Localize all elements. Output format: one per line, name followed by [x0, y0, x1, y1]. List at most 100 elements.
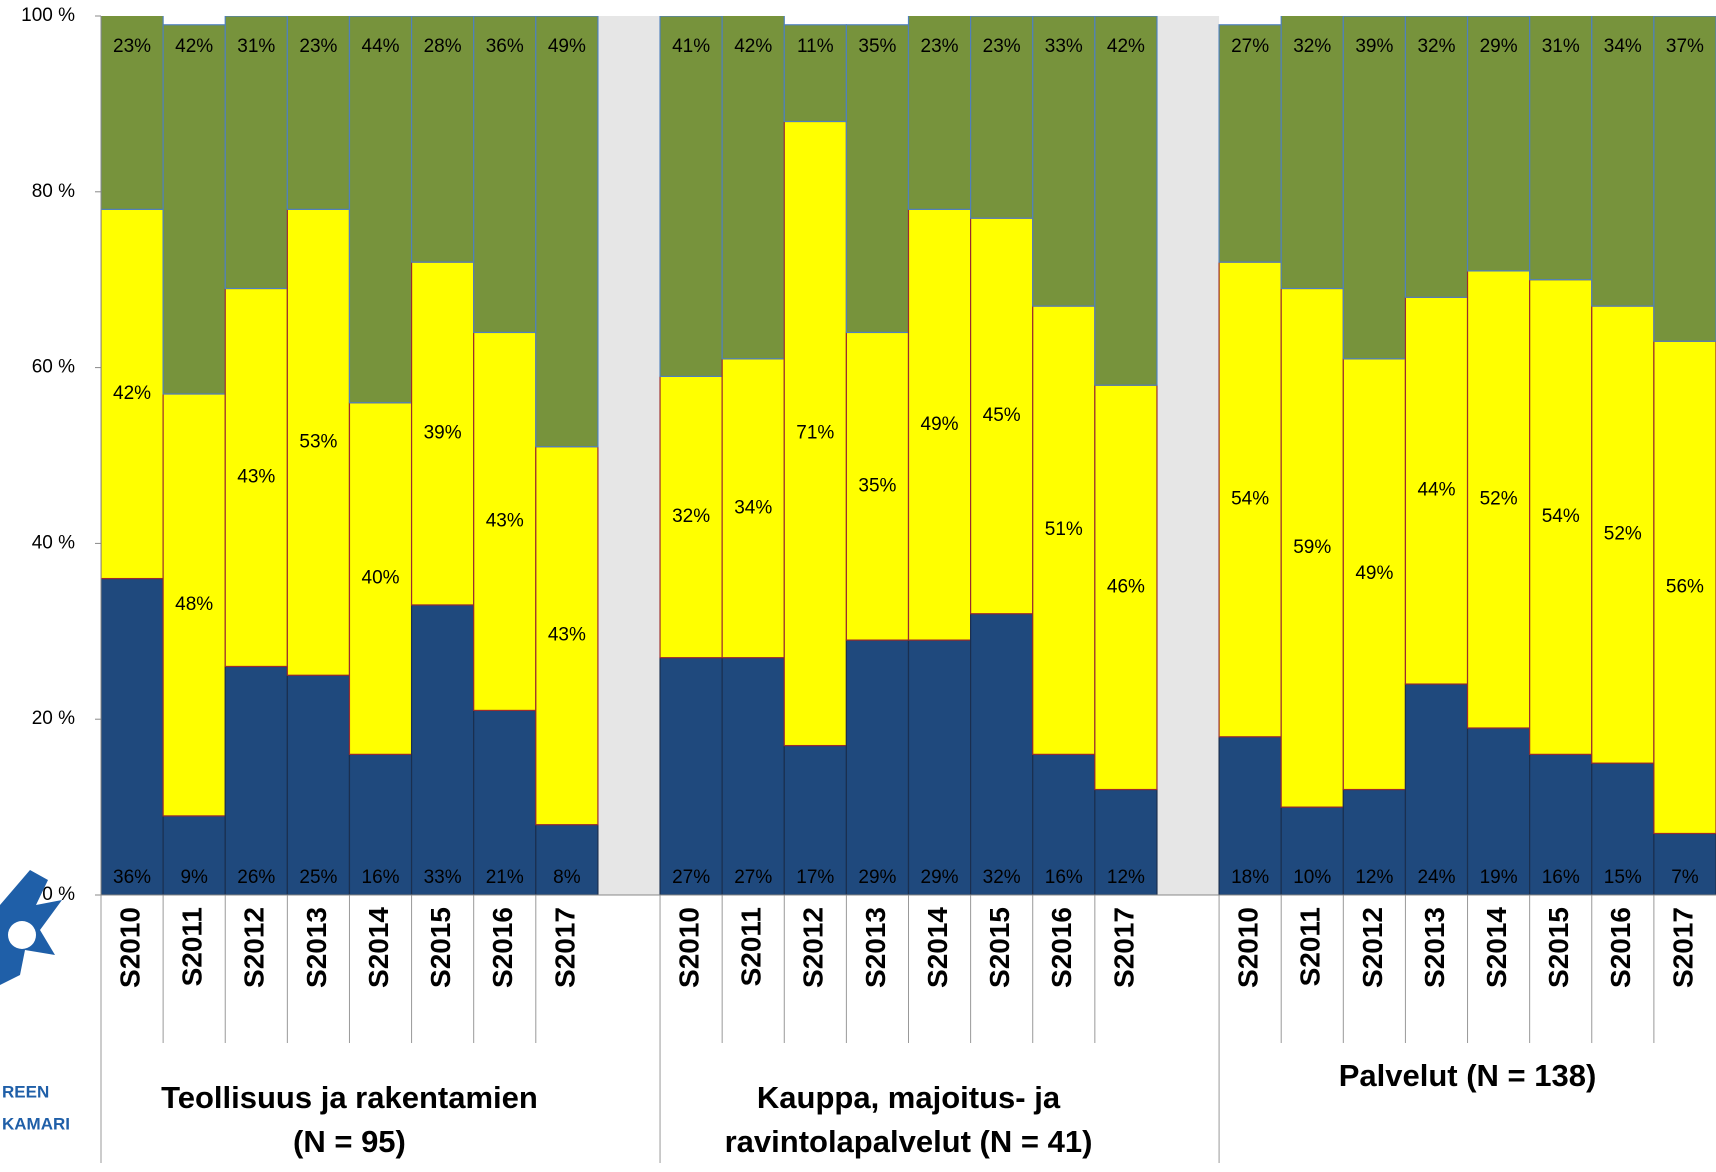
- value-label: 28%: [424, 36, 462, 57]
- y-tick-label: 20 %: [32, 708, 75, 729]
- value-label: 40%: [362, 568, 400, 589]
- x-tick-label: S2014: [363, 907, 394, 988]
- value-label: 11%: [797, 36, 834, 57]
- value-label: 41%: [672, 36, 710, 57]
- value-label: 18%: [1231, 867, 1269, 888]
- value-label: 33%: [424, 867, 462, 888]
- bar-segment: [1466, 270, 1531, 729]
- value-label: 43%: [486, 510, 524, 531]
- bar-segment: [348, 16, 413, 404]
- value-label: 9%: [180, 867, 208, 888]
- bar-segment: [1218, 24, 1282, 263]
- bar-segment: [659, 657, 723, 895]
- value-label: 32%: [672, 506, 710, 527]
- value-label: 49%: [1355, 563, 1393, 584]
- value-label: 15%: [1604, 867, 1642, 888]
- bar-segment: [1218, 736, 1282, 895]
- bar-segment: [162, 393, 226, 817]
- value-label: 35%: [858, 36, 896, 57]
- bar-segment: [1032, 16, 1096, 307]
- value-label: 32%: [1293, 36, 1331, 57]
- value-label: 36%: [486, 36, 524, 57]
- bar-segment: [162, 24, 226, 395]
- x-tick-label: S2010: [1233, 907, 1264, 988]
- bar-segment: [845, 639, 910, 895]
- value-label: 43%: [237, 466, 275, 487]
- bar-segment: [101, 577, 164, 895]
- value-label: 42%: [1107, 36, 1145, 57]
- bar-segment: [286, 674, 351, 895]
- bar-segment: [1653, 16, 1716, 342]
- group-label: (N = 95): [293, 1124, 406, 1159]
- bar-segment: [1591, 305, 1655, 764]
- value-label: 34%: [734, 497, 772, 518]
- value-label: 45%: [983, 405, 1021, 426]
- bar-segment: [1032, 753, 1096, 895]
- value-label: 53%: [299, 431, 337, 452]
- bar-segment: [535, 824, 599, 895]
- bar-segment: [659, 16, 723, 377]
- value-label: 33%: [1045, 36, 1083, 57]
- bar-segment: [1094, 788, 1158, 895]
- value-label: 32%: [1417, 36, 1455, 57]
- value-label: 71%: [796, 423, 834, 444]
- bar-segment: [410, 16, 475, 263]
- value-label: 23%: [921, 36, 959, 57]
- x-tick-label: S2013: [1419, 907, 1450, 988]
- plot-area: [101, 16, 1716, 895]
- value-label: 12%: [1107, 867, 1145, 888]
- value-label: 43%: [548, 625, 586, 646]
- group-gap: [597, 16, 661, 895]
- bar-segment: [224, 16, 288, 290]
- x-tick-label: S2014: [922, 907, 953, 988]
- x-tick-label: S2016: [1046, 907, 1077, 988]
- value-label: 29%: [858, 867, 896, 888]
- group-label: Palvelut (N = 138): [1339, 1058, 1597, 1093]
- value-label: 52%: [1604, 524, 1642, 545]
- x-tick-label: S2011: [736, 907, 767, 986]
- bar-segment: [1218, 261, 1282, 738]
- logo: REEN KAMARI: [0, 870, 70, 1133]
- x-tick-label: S2010: [114, 907, 145, 988]
- bar-segment: [535, 446, 599, 826]
- bar-segment: [1404, 683, 1469, 895]
- logo-text: REEN: [2, 1082, 49, 1101]
- value-label: 23%: [113, 36, 151, 57]
- x-tick-label: S2017: [1108, 907, 1139, 988]
- value-label: 31%: [237, 36, 275, 57]
- bar-segment: [845, 331, 910, 641]
- y-tick-label: 80 %: [32, 181, 75, 202]
- bar-segment: [473, 709, 537, 895]
- x-tick-label: S2016: [1605, 907, 1636, 988]
- bar-segment: [907, 16, 972, 210]
- bar-segment: [473, 331, 537, 712]
- bar-segment: [1342, 16, 1407, 360]
- logo-emblem-hole: [8, 921, 36, 949]
- bar-segment: [1280, 16, 1344, 290]
- value-label: 16%: [1542, 867, 1580, 888]
- bar-segment: [348, 402, 413, 755]
- bar-segment: [721, 358, 785, 659]
- y-tick-label: 40 %: [32, 532, 75, 553]
- bar-segment: [1032, 305, 1096, 755]
- bar-segment: [1094, 384, 1158, 791]
- x-tick-label: S2010: [673, 907, 704, 988]
- x-tick-label: S2013: [301, 907, 332, 988]
- x-tick-label: S2013: [860, 907, 891, 988]
- y-tick-label: 100 %: [21, 5, 75, 26]
- value-label: 17%: [796, 867, 834, 888]
- value-label: 39%: [1355, 36, 1393, 57]
- bar-segment: [1404, 16, 1469, 298]
- x-tick-label: S2012: [798, 907, 829, 988]
- value-label: 29%: [1480, 36, 1518, 57]
- value-label: 42%: [175, 36, 213, 57]
- value-label: 31%: [1542, 36, 1580, 57]
- bar-segment: [845, 24, 910, 334]
- value-label: 10%: [1293, 867, 1331, 888]
- bar-segment: [101, 16, 164, 210]
- x-tick-label: S2016: [487, 907, 518, 988]
- value-label: 21%: [486, 867, 524, 888]
- value-label: 27%: [734, 867, 772, 888]
- bar-segment: [1342, 788, 1407, 895]
- value-label: 16%: [362, 867, 400, 888]
